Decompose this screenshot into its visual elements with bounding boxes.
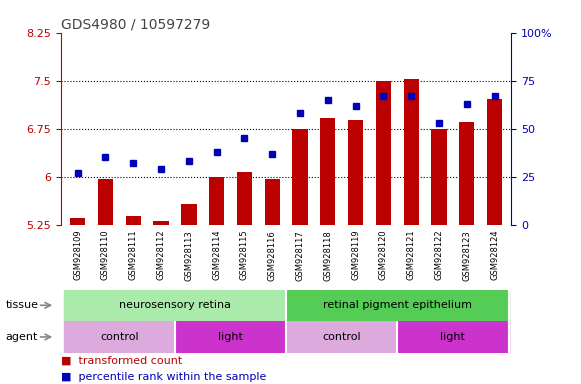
Bar	[292, 129, 308, 225]
Bar	[264, 179, 280, 225]
Text: light: light	[218, 332, 243, 342]
Bar	[181, 204, 196, 225]
Bar	[64, 321, 175, 353]
Text: GSM928119: GSM928119	[351, 230, 360, 280]
Text: GSM928120: GSM928120	[379, 230, 388, 280]
Bar	[286, 290, 508, 321]
Text: GSM928115: GSM928115	[240, 230, 249, 280]
Text: tissue: tissue	[6, 300, 39, 310]
Text: GSM928109: GSM928109	[73, 230, 82, 280]
Bar	[237, 172, 252, 225]
Bar	[431, 129, 447, 225]
Bar	[125, 216, 141, 225]
Text: neurosensory retina: neurosensory retina	[119, 300, 231, 310]
Bar	[286, 321, 397, 353]
Text: GSM928110: GSM928110	[101, 230, 110, 280]
Text: GSM928117: GSM928117	[296, 230, 304, 281]
Bar	[376, 81, 391, 225]
Text: ■  percentile rank within the sample: ■ percentile rank within the sample	[61, 372, 266, 382]
Bar	[153, 222, 168, 225]
Bar	[98, 179, 113, 225]
Bar	[459, 122, 475, 225]
Bar	[404, 79, 419, 225]
Bar	[348, 120, 363, 225]
Text: control: control	[322, 332, 361, 342]
Text: GSM928112: GSM928112	[156, 230, 166, 280]
Text: GSM928114: GSM928114	[212, 230, 221, 280]
Text: GSM928123: GSM928123	[462, 230, 471, 281]
Bar	[397, 321, 508, 353]
Bar	[70, 218, 85, 225]
Text: GSM928118: GSM928118	[324, 230, 332, 281]
Text: GSM928116: GSM928116	[268, 230, 277, 281]
Bar	[320, 118, 335, 225]
Bar	[209, 177, 224, 225]
Text: retinal pigment epithelium: retinal pigment epithelium	[323, 300, 472, 310]
Text: GSM928113: GSM928113	[184, 230, 193, 281]
Text: GSM928124: GSM928124	[490, 230, 499, 280]
Text: GSM928122: GSM928122	[435, 230, 443, 280]
Bar	[175, 321, 286, 353]
Text: GDS4980 / 10597279: GDS4980 / 10597279	[61, 18, 210, 31]
Bar	[64, 290, 286, 321]
Text: light: light	[440, 332, 465, 342]
Bar	[487, 99, 502, 225]
Text: GSM928111: GSM928111	[129, 230, 138, 280]
Text: ■  transformed count: ■ transformed count	[61, 356, 182, 366]
Text: control: control	[100, 332, 139, 342]
Text: GSM928121: GSM928121	[407, 230, 416, 280]
Text: agent: agent	[6, 332, 38, 342]
